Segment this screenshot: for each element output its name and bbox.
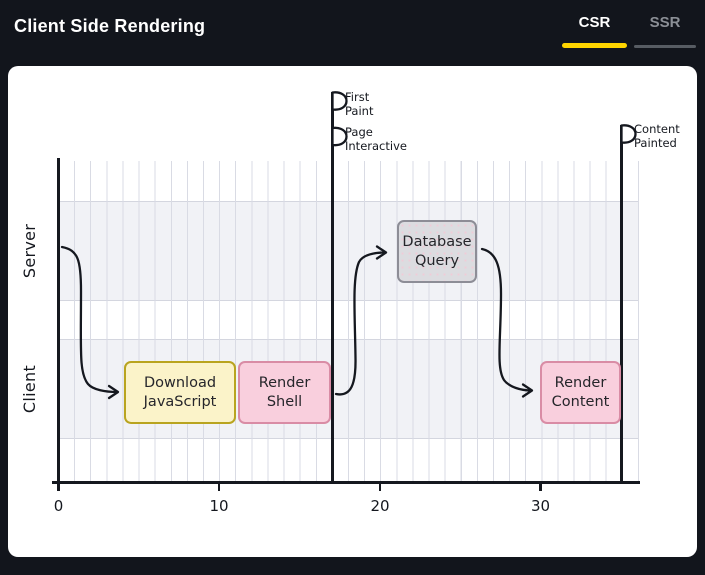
x-tick-label-30: 30: [530, 497, 551, 515]
header: Client Side Rendering CSR SSR: [0, 0, 705, 66]
chart-panel: 0 10 20 30 Server Client First Paint Pag…: [8, 66, 697, 557]
lane-label-client: Client: [20, 364, 39, 414]
gridlines: [58, 161, 639, 481]
x-tick-label-10: 10: [209, 497, 229, 515]
tab-csr[interactable]: CSR: [578, 14, 611, 31]
event-label-first-paint: First Paint: [345, 90, 374, 118]
task-download-javascript: Download JavaScript: [124, 361, 236, 424]
x-axis: [52, 481, 640, 484]
x-tick-label-0: 0: [53, 497, 64, 515]
x-tick-30: [539, 484, 542, 491]
tab-csr-active-underline: [562, 43, 627, 48]
lane-label-server: Server: [20, 223, 39, 279]
event-line-t35: [620, 125, 623, 484]
x-tick-20: [378, 484, 382, 491]
event-line-t17: [331, 92, 334, 484]
event-label-content-painted: Content Painted: [634, 122, 680, 150]
task-render-shell: Render Shell: [238, 361, 331, 424]
x-tick-label-20: 20: [370, 497, 390, 515]
x-tick-10: [217, 484, 221, 491]
task-render-content: Render Content: [540, 361, 621, 424]
x-tick-0: [57, 484, 60, 491]
task-database-query: Database Query: [397, 220, 477, 283]
event-label-page-interactive: Page Interactive: [345, 125, 407, 153]
y-axis: [57, 158, 60, 484]
tab-ssr-underline: [634, 45, 696, 48]
page-title: Client Side Rendering: [14, 16, 206, 36]
tab-ssr[interactable]: SSR: [649, 14, 681, 31]
